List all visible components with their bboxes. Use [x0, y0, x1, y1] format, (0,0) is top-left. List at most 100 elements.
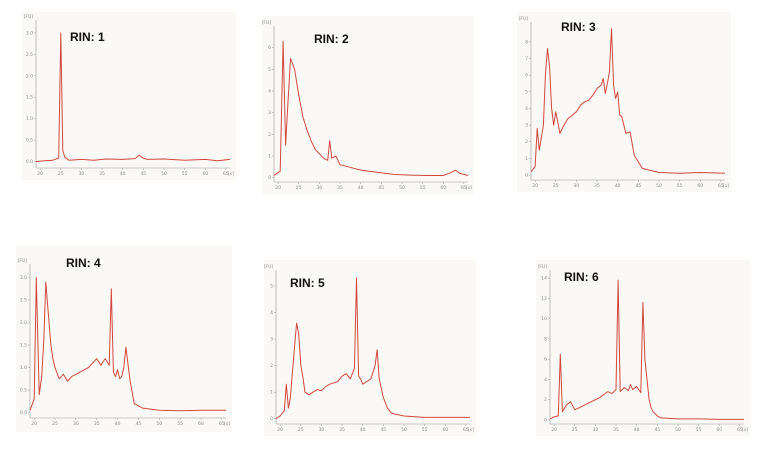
electropherogram-trace	[530, 28, 726, 174]
x-tick-label: 25	[298, 427, 304, 433]
x-tick-label: 55	[420, 185, 426, 191]
y-tick-label: 2.5	[20, 298, 27, 304]
x-tick-label: 45	[136, 421, 142, 427]
chart-panel-rin-3: 0 1 2 3 4 5 6 7 8 [FU] 20 25 30 35 40 45 50 55 60 65 [s] RIN:…	[517, 12, 731, 192]
chart-svg: 0 2 4 6 8 10 12 14 [FU] 20 25 30 35 40 45 50 55 60 65 [s]	[538, 264, 749, 433]
x-tick-label: 25	[296, 185, 302, 191]
x-tick-label: 60	[442, 427, 448, 433]
x-tick-label: 30	[79, 171, 85, 177]
chart-svg: 0.0 0.5 1.0 1.5 2.0 2.5 3.0 [FU] 20 25 30 35 40 45 50 5…	[24, 14, 235, 177]
x-unit-label: [s]	[723, 183, 729, 189]
x-tick-label: 65	[461, 185, 467, 191]
chart-title: RIN: 3	[561, 20, 596, 34]
y-tick-label: 10	[541, 316, 547, 322]
y-unit-label: [FU]	[18, 258, 28, 264]
axis-lines	[549, 270, 744, 425]
y-tick-label: 1	[270, 390, 273, 396]
x-tick-label: 40	[120, 171, 126, 177]
x-tick-label: 65	[219, 421, 225, 427]
chart-panel-rin-6: 0 2 4 6 8 10 12 14 [FU] 20 25 30 35 40 45 50 55 60 65 [s] RI…	[536, 260, 750, 436]
x-tick-label: 55	[677, 183, 683, 189]
x-tick-label: 30	[593, 427, 599, 433]
y-unit-label: [FU]	[264, 264, 274, 270]
x-unit-label: [s]	[466, 185, 472, 191]
chart-panel-rin-4: 0.0 0.5 1.0 1.5 2.0 2.5 3.0 [FU] 20 25 30 35 40 45 50 5…	[16, 246, 232, 432]
electropherogram-trace	[29, 277, 226, 412]
x-tick-label: 45	[380, 427, 386, 433]
x-tick-label: 65	[223, 171, 229, 177]
x-tick-label: 45	[378, 185, 384, 191]
x-tick-label: 45	[140, 171, 146, 177]
x-tick-label: 40	[615, 183, 621, 189]
x-tick-label: 30	[73, 421, 79, 427]
x-tick-label: 35	[339, 427, 345, 433]
y-tick-label: 0.0	[26, 159, 33, 165]
axis-lines	[275, 270, 470, 425]
x-tick-label: 40	[115, 421, 121, 427]
y-tick-label: 1	[268, 154, 271, 160]
electropherogram-trace	[273, 40, 469, 176]
y-tick-label: 0.5	[26, 138, 33, 144]
electropherogram-trace	[35, 32, 231, 163]
x-tick-label: 45	[654, 427, 660, 433]
x-tick-label: 30	[319, 427, 325, 433]
electropherogram-trace	[549, 279, 744, 420]
axis-lines	[29, 264, 226, 419]
x-tick-label: 25	[572, 427, 578, 433]
x-tick-label: 60	[202, 171, 208, 177]
y-tick-label: 0	[525, 173, 528, 179]
y-tick-label: 4	[268, 89, 271, 95]
y-tick-label: 2	[525, 139, 528, 145]
chart-title: RIN: 5	[290, 276, 325, 290]
y-tick-label: 2.0	[26, 73, 33, 79]
x-tick-label: 30	[574, 183, 580, 189]
x-tick-label: 35	[613, 427, 619, 433]
y-tick-label: 3	[268, 110, 271, 116]
chart-panel-rin-5: 0 1 2 3 4 5 [FU] 20 25 30 35 40 45 50 55 60 65 [s] RIN: 5	[264, 260, 476, 436]
y-tick-label: 12	[541, 296, 547, 302]
x-tick-label: 45	[635, 183, 641, 189]
x-tick-label: 35	[94, 421, 100, 427]
x-tick-label: 50	[399, 185, 405, 191]
x-tick-label: 30	[317, 185, 323, 191]
x-tick-label: 50	[156, 421, 162, 427]
x-tick-label: 65	[737, 427, 743, 433]
y-tick-label: 0	[270, 416, 273, 422]
x-tick-label: 65	[718, 183, 724, 189]
y-tick-label: 1.5	[20, 343, 27, 349]
x-tick-label: 55	[177, 421, 183, 427]
y-tick-label: 0	[544, 417, 547, 423]
y-tick-label: 3.0	[20, 275, 27, 281]
y-tick-label: 0	[268, 175, 271, 181]
x-tick-label: 60	[716, 427, 722, 433]
y-tick-label: 8	[544, 336, 547, 342]
x-tick-label: 35	[337, 185, 343, 191]
chart-title: RIN: 1	[70, 30, 105, 44]
y-tick-label: 5	[268, 67, 271, 73]
x-tick-label: 60	[697, 183, 703, 189]
x-tick-label: 25	[553, 183, 559, 189]
x-tick-label: 40	[360, 427, 366, 433]
x-unit-label: [s]	[742, 427, 748, 433]
x-tick-label: 20	[31, 421, 37, 427]
chart-title: RIN: 4	[66, 256, 101, 270]
chart-title: RIN: 2	[314, 32, 349, 46]
x-tick-label: 20	[551, 427, 557, 433]
y-tick-label: 3.0	[26, 30, 33, 36]
x-tick-label: 35	[594, 183, 600, 189]
y-tick-label: 0.0	[20, 410, 27, 416]
y-tick-label: 4	[525, 106, 528, 112]
y-tick-label: 3	[270, 337, 273, 343]
chart-panel-rin-1: 0.0 0.5 1.0 1.5 2.0 2.5 3.0 [FU] 20 25 30 35 40 45 50 5…	[22, 12, 236, 180]
x-tick-label: 20	[37, 171, 43, 177]
x-tick-label: 55	[422, 427, 428, 433]
x-tick-label: 50	[675, 427, 681, 433]
axis-lines	[530, 22, 725, 181]
x-tick-label: 60	[198, 421, 204, 427]
x-tick-label: 50	[161, 171, 167, 177]
y-tick-label: 6	[544, 357, 547, 363]
y-tick-label: 4	[270, 310, 273, 316]
x-tick-label: 55	[696, 427, 702, 433]
